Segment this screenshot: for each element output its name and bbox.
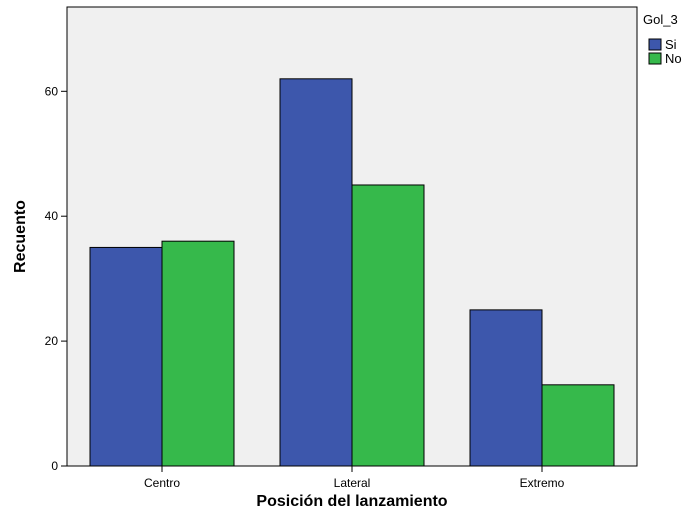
x-axis: Centro Lateral Extremo: [144, 466, 565, 490]
x-tick-label-lateral: Lateral: [334, 476, 371, 490]
legend-swatch-si: [648, 38, 662, 51]
legend-swatch-no: [648, 52, 662, 65]
y-tick-label: 0: [51, 459, 58, 473]
x-tick-label-centro: Centro: [144, 476, 180, 490]
y-tick-label: 20: [45, 334, 59, 348]
y-axis: 0 20 40 60: [45, 7, 68, 473]
y-axis-title: Recuento: [12, 200, 29, 273]
bars-group: [89, 78, 615, 467]
x-axis-title: Posición del lanzamiento: [256, 493, 447, 510]
bar-lateral-si: [279, 78, 353, 467]
legend-label-no: No: [665, 51, 682, 66]
bar-centro-no: [161, 240, 235, 467]
bar-extremo-no: [541, 384, 615, 467]
bar-extremo-si: [469, 309, 543, 467]
bar-lateral-no: [351, 184, 425, 467]
y-tick-label: 60: [45, 84, 59, 98]
legend-label-si: Si: [665, 37, 677, 52]
legend-title: Gol_3: [643, 12, 678, 27]
y-tick-label: 40: [45, 209, 59, 223]
x-tick-label-extremo: Extremo: [520, 476, 565, 490]
bar-centro-si: [89, 246, 163, 467]
